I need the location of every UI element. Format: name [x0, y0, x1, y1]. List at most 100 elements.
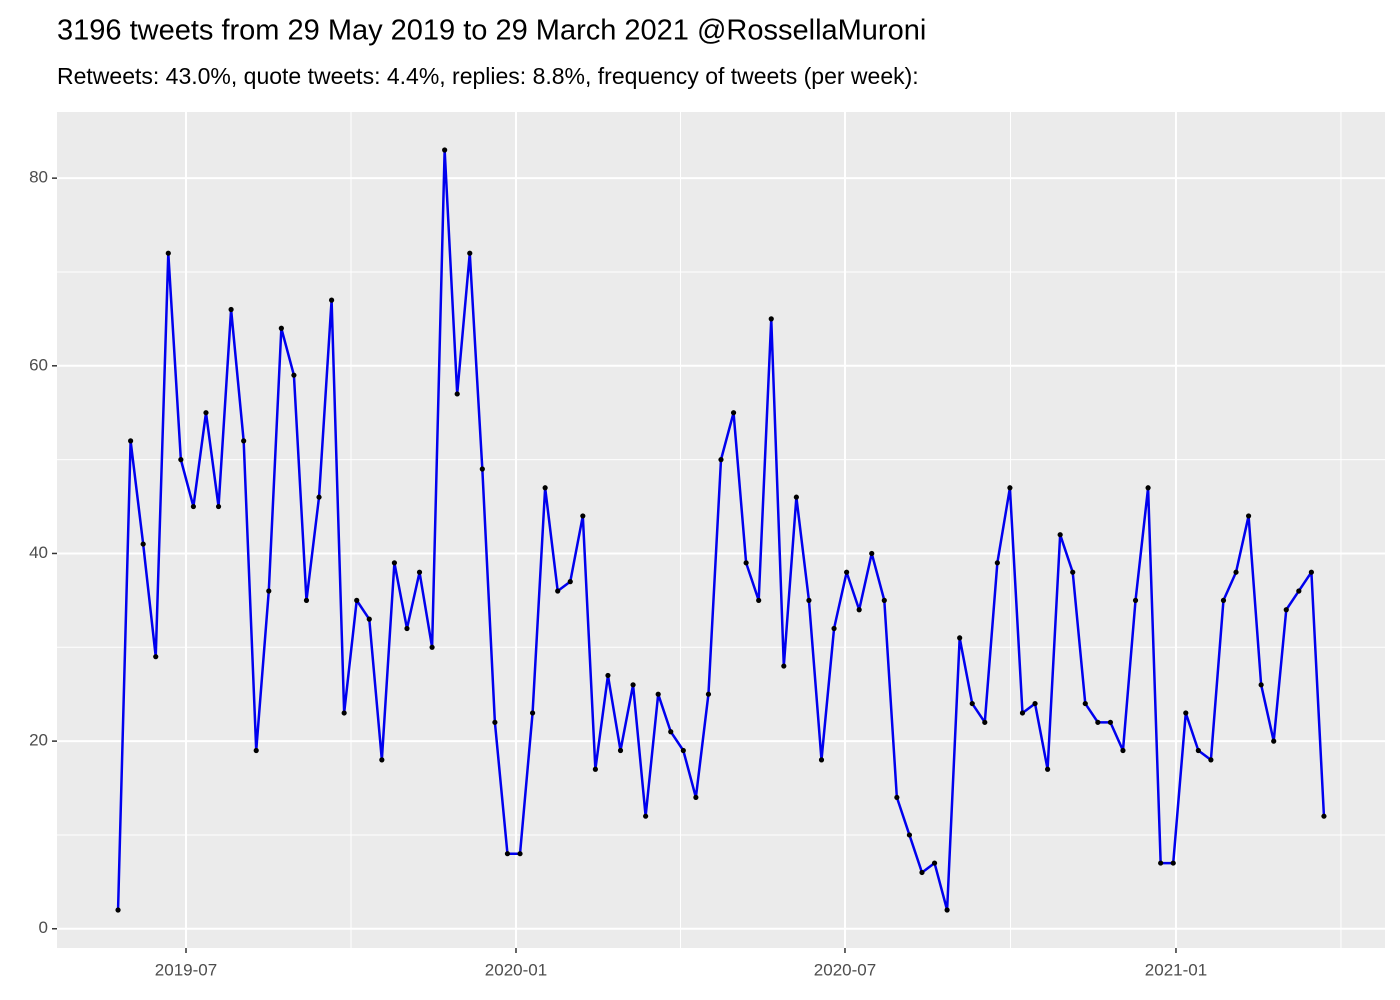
data-point: [894, 794, 900, 801]
data-point: [781, 663, 787, 669]
data-point: [1245, 513, 1252, 519]
data-point: [1007, 485, 1013, 491]
data-point: [1195, 747, 1201, 754]
y-tick-label: 20: [29, 731, 48, 750]
data-point: [1258, 682, 1264, 688]
y-tick-label: 0: [39, 918, 48, 937]
data-point: [153, 654, 159, 660]
x-tick-label: 2020-07: [814, 960, 876, 979]
data-point: [969, 700, 975, 707]
data-point: [643, 813, 649, 819]
data-point: [354, 597, 360, 603]
data-point: [730, 410, 737, 416]
data-point: [1019, 710, 1026, 716]
data-point: [605, 672, 611, 679]
data-point: [228, 306, 234, 313]
data-point: [617, 747, 624, 754]
data-point: [1296, 588, 1302, 594]
data-point: [1145, 485, 1151, 491]
data-point: [580, 513, 586, 519]
data-point: [844, 569, 850, 575]
data-point: [567, 579, 573, 585]
data-point: [668, 729, 674, 735]
x-tick-label: 2021-01: [1145, 960, 1207, 979]
data-point: [1057, 532, 1063, 538]
data-point: [128, 438, 134, 444]
data-point: [1170, 860, 1176, 866]
data-point: [630, 682, 636, 688]
data-point: [1120, 747, 1126, 754]
data-point: [994, 560, 1000, 566]
data-point: [404, 625, 410, 632]
data-point: [1044, 766, 1051, 772]
data-point: [542, 485, 548, 491]
data-point: [492, 719, 498, 725]
x-tick-label: 2019-07: [155, 960, 217, 979]
data-point: [944, 907, 950, 913]
data-point: [1107, 719, 1114, 725]
x-tick-label: 2020-01: [485, 960, 547, 979]
data-point: [391, 560, 398, 566]
data-point: [165, 250, 171, 256]
plot-panel: [57, 112, 1385, 948]
data-point: [1070, 569, 1076, 575]
data-point: [328, 297, 335, 303]
data-point: [869, 550, 875, 557]
y-tick-label: 80: [29, 168, 48, 187]
data-point: [529, 710, 536, 716]
data-point: [806, 597, 812, 603]
data-point: [1183, 710, 1189, 716]
data-point: [705, 691, 712, 697]
data-point: [190, 503, 197, 510]
data-point: [881, 597, 887, 603]
data-point: [379, 757, 385, 763]
data-point: [756, 597, 762, 603]
data-point: [291, 372, 297, 378]
data-point: [341, 710, 347, 716]
data-point: [215, 503, 222, 510]
data-point: [504, 851, 511, 857]
data-point: [1233, 569, 1239, 575]
data-point: [906, 832, 913, 838]
data-point: [454, 391, 460, 397]
data-point: [266, 588, 272, 594]
data-point: [517, 851, 523, 857]
data-point: [592, 766, 598, 772]
data-point: [1082, 700, 1088, 707]
data-point: [1271, 738, 1277, 744]
data-point: [831, 625, 837, 632]
data-point: [793, 494, 799, 500]
chart-subtitle: Retweets: 43.0%, quote tweets: 4.4%, rep…: [57, 63, 919, 89]
data-point: [919, 869, 925, 876]
data-point: [1220, 597, 1227, 603]
data-point: [416, 569, 423, 575]
data-point: [856, 607, 862, 613]
data-point: [1158, 860, 1164, 866]
data-point: [467, 250, 473, 256]
data-point: [178, 457, 184, 463]
data-point: [718, 457, 724, 463]
data-point: [743, 560, 749, 566]
data-point: [303, 597, 310, 603]
data-point: [693, 794, 699, 801]
y-tick-label: 40: [29, 543, 48, 562]
data-point: [818, 757, 825, 763]
data-point: [203, 410, 209, 416]
data-point: [680, 747, 686, 754]
chart-title: 3196 tweets from 29 May 2019 to 29 March…: [57, 15, 926, 47]
data-point: [931, 860, 938, 866]
data-point: [115, 907, 121, 913]
data-point: [1308, 569, 1314, 575]
data-point: [278, 325, 284, 331]
data-point: [1132, 597, 1139, 603]
data-point: [655, 691, 661, 697]
data-point: [982, 719, 988, 725]
data-point: [241, 438, 247, 444]
data-point: [366, 616, 372, 622]
data-point: [140, 541, 146, 547]
data-point: [1208, 757, 1214, 763]
data-point: [479, 466, 485, 472]
y-tick-label: 60: [29, 355, 48, 374]
data-point: [555, 588, 561, 594]
